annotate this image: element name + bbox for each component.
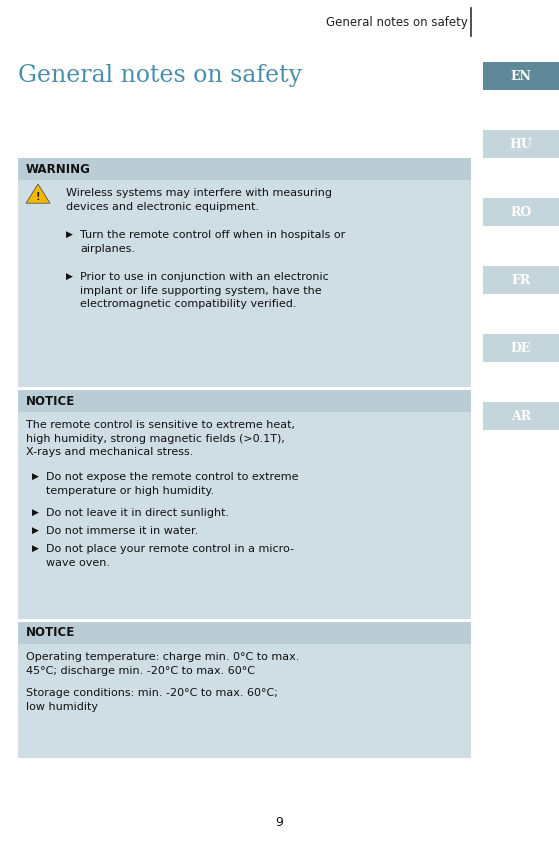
Text: ▶: ▶: [66, 230, 73, 239]
Text: General notes on safety: General notes on safety: [18, 64, 302, 87]
Text: HU: HU: [510, 137, 532, 151]
Text: NOTICE: NOTICE: [26, 627, 75, 639]
Text: ▶: ▶: [32, 544, 39, 553]
Text: ▶: ▶: [66, 272, 73, 281]
Text: Wireless systems may interfere with measuring
devices and electronic equipment.: Wireless systems may interfere with meas…: [66, 188, 332, 212]
Text: Do not expose the remote control to extreme
temperature or high humidity.: Do not expose the remote control to extr…: [46, 472, 299, 495]
Bar: [483, 62, 559, 90]
Text: DE: DE: [511, 341, 531, 355]
Text: WARNING: WARNING: [26, 162, 91, 176]
Text: General notes on safety: General notes on safety: [326, 15, 468, 29]
Bar: [18, 158, 471, 388]
Text: FR: FR: [511, 273, 530, 287]
Text: !: !: [36, 192, 40, 202]
Bar: [483, 266, 559, 294]
Bar: [18, 390, 471, 412]
Text: ▶: ▶: [32, 472, 39, 481]
Text: RO: RO: [510, 205, 532, 219]
Text: Prior to use in conjunction with an electronic
implant or life supporting system: Prior to use in conjunction with an elec…: [80, 272, 329, 309]
Text: ▶: ▶: [32, 526, 39, 535]
Text: ▶: ▶: [32, 508, 39, 517]
Polygon shape: [26, 184, 50, 204]
Bar: [483, 198, 559, 226]
Bar: [18, 158, 471, 180]
Text: Storage conditions: min. -20°C to max. 60°C;
low humidity: Storage conditions: min. -20°C to max. 6…: [26, 688, 278, 711]
Bar: [18, 390, 471, 620]
Bar: [483, 130, 559, 158]
Text: Operating temperature: charge min. 0°C to max.
45°C; discharge min. -20°C to max: Operating temperature: charge min. 0°C t…: [26, 652, 300, 675]
Text: NOTICE: NOTICE: [26, 394, 75, 408]
Bar: [483, 334, 559, 362]
Text: Turn the remote control off when in hospitals or
airplanes.: Turn the remote control off when in hosp…: [80, 230, 345, 254]
Text: 9: 9: [276, 817, 283, 829]
Text: Do not immerse it in water.: Do not immerse it in water.: [46, 526, 198, 536]
Text: Do not leave it in direct sunlight.: Do not leave it in direct sunlight.: [46, 508, 229, 518]
Text: AR: AR: [511, 410, 531, 422]
Text: Do not place your remote control in a micro-
wave oven.: Do not place your remote control in a mi…: [46, 544, 294, 568]
Bar: [18, 622, 471, 644]
Text: The remote control is sensitive to extreme heat,
high humidity, strong magnetic : The remote control is sensitive to extre…: [26, 420, 295, 458]
Bar: [18, 622, 471, 758]
Bar: [483, 402, 559, 430]
Text: EN: EN: [510, 70, 532, 82]
